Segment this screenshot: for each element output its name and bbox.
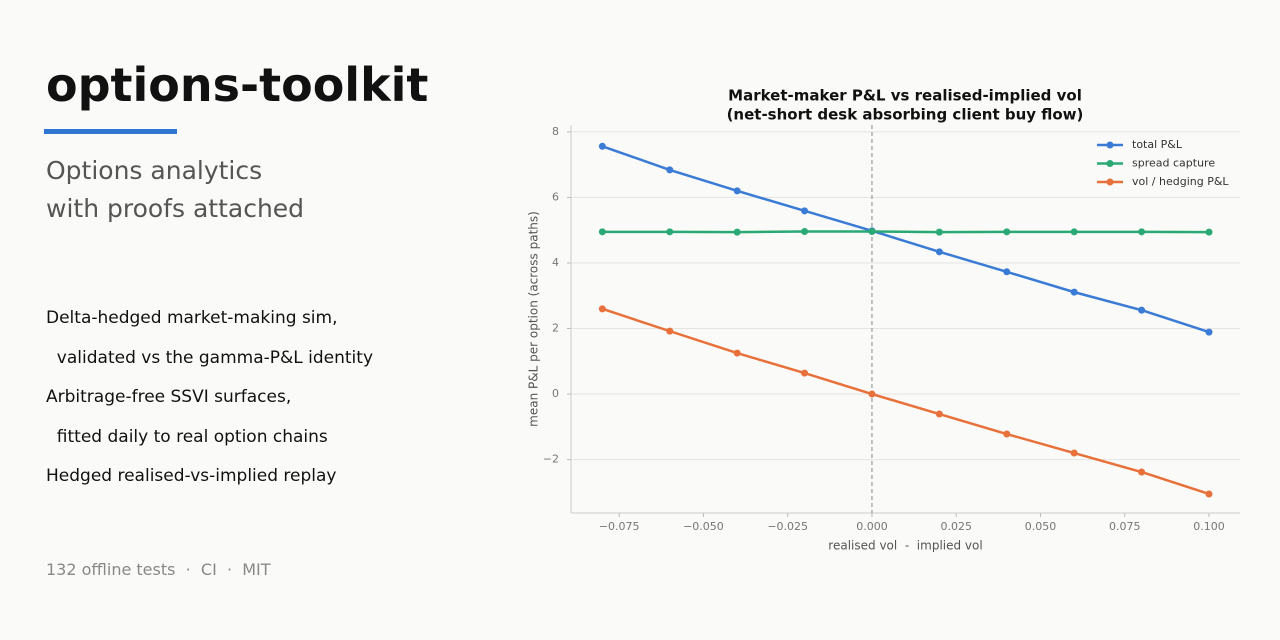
x-tick-label: 0.000 [856, 520, 888, 533]
data-point [935, 228, 943, 236]
data-point [598, 228, 606, 236]
data-point [868, 390, 876, 398]
chart-title: (net-short desk absorbing client buy flo… [727, 106, 1084, 124]
footer: 132 offline tests · CI · MIT [46, 560, 271, 579]
legend-marker [1106, 160, 1114, 167]
x-tick-label: 0.025 [940, 520, 972, 533]
x-tick-label: 0.075 [1109, 520, 1141, 533]
data-point [733, 228, 741, 236]
data-point [1070, 449, 1078, 457]
data-point [666, 327, 674, 335]
data-point [666, 166, 674, 174]
y-tick-label: 4 [552, 256, 559, 269]
data-point [1138, 468, 1146, 476]
data-point [1205, 228, 1213, 236]
x-tick-label: 0.050 [1025, 520, 1057, 533]
series-line [602, 230, 1209, 234]
data-point [1138, 306, 1146, 314]
bullet: Hedged realised-vs-implied replay [46, 466, 337, 487]
x-tick-label: −0.075 [599, 520, 640, 533]
data-point [801, 207, 809, 215]
y-tick-label: 2 [552, 322, 559, 335]
data-point [1205, 328, 1213, 336]
data-point [935, 410, 943, 418]
data-point [1070, 228, 1078, 236]
y-tick-label: 6 [552, 190, 559, 203]
chart-title: Market-maker P&L vs realised-implied vol [728, 87, 1082, 105]
data-point [598, 142, 606, 150]
bullet: Delta-hedged market-making sim, [46, 308, 338, 328]
series-line [601, 145, 1210, 334]
subtitle-line: with proofs attached [46, 194, 305, 223]
data-point [1205, 490, 1213, 498]
data-point [801, 228, 809, 236]
y-tick-label: 0 [552, 387, 559, 400]
x-axis-label: realised vol - implied vol [828, 539, 982, 553]
data-point [598, 305, 606, 313]
data-point [733, 349, 741, 357]
legend-label: vol / hedging P&L [1132, 175, 1229, 188]
x-tick-label: −0.025 [767, 520, 808, 533]
bullets: Delta-hedged market-making sim, validate… [46, 299, 373, 497]
data-point [935, 248, 943, 256]
data-point [666, 228, 674, 236]
legend-label: spread capture [1132, 157, 1215, 170]
bullet: validated vs the gamma-P&L identity [46, 347, 374, 368]
legend-marker [1106, 141, 1114, 149]
bullet: Arbitrage-free SSVI surfaces, [46, 387, 292, 408]
subtitle-line: Options analytics [46, 156, 263, 185]
y-tick-label: −2 [543, 453, 559, 466]
data-point [868, 228, 876, 236]
subtitle: Options analytics with proofs attached [46, 152, 304, 228]
slide-title: options-toolkit [46, 58, 429, 112]
legend-marker [1106, 178, 1114, 186]
title-underline [44, 129, 177, 134]
y-tick-label: 8 [552, 125, 559, 138]
data-point [733, 187, 741, 195]
data-point [801, 369, 809, 377]
data-point [1003, 430, 1011, 438]
legend-label: total P&L [1132, 138, 1183, 151]
data-point [1070, 288, 1078, 296]
data-point [1003, 268, 1011, 276]
data-point [1003, 228, 1011, 236]
bullet: fitted daily to real option chains [46, 426, 328, 447]
x-tick-label: −0.050 [683, 520, 724, 533]
y-axis-label: mean P&L per option (across paths) [527, 211, 541, 427]
data-point [1138, 228, 1146, 236]
x-tick-label: 0.100 [1193, 520, 1225, 533]
series-line [601, 307, 1210, 496]
